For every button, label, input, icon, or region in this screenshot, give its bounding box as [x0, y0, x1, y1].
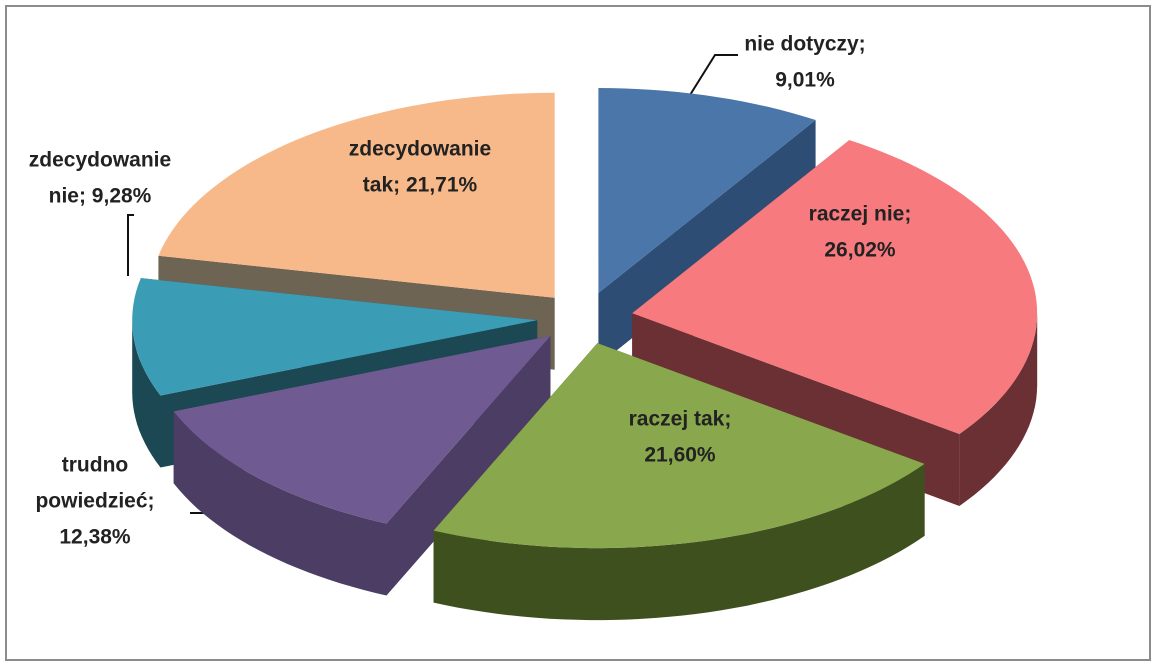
data-label: 12,38% [59, 526, 131, 549]
data-label: zdecydowanie [349, 138, 491, 161]
slice-wall [173, 411, 387, 596]
slice [173, 336, 551, 596]
slice [433, 343, 925, 549]
slice-wall [132, 320, 161, 468]
data-label: 9,01% [775, 69, 835, 92]
data-label: zdecydowanie [29, 149, 171, 172]
slice-wall [433, 463, 925, 621]
data-label: trudno [62, 454, 128, 477]
slice [132, 278, 538, 396]
slice [433, 343, 925, 621]
leader-line [689, 54, 738, 96]
slice [632, 140, 1038, 434]
leader-line [127, 214, 134, 276]
data-label: tak; 21,71% [363, 174, 478, 197]
data-label: powiedzieć; [35, 490, 154, 513]
data-label: 21,60% [644, 444, 716, 467]
slice-wall [959, 313, 1038, 506]
slice [598, 88, 816, 293]
data-label: nie dotyczy; [744, 33, 865, 56]
data-label: nie; 9,28% [49, 185, 152, 208]
slice [173, 336, 551, 524]
data-label: raczej tak; [629, 408, 732, 431]
data-label: raczej nie; [809, 203, 912, 226]
data-label: 26,02% [824, 239, 896, 262]
slice [158, 92, 555, 298]
